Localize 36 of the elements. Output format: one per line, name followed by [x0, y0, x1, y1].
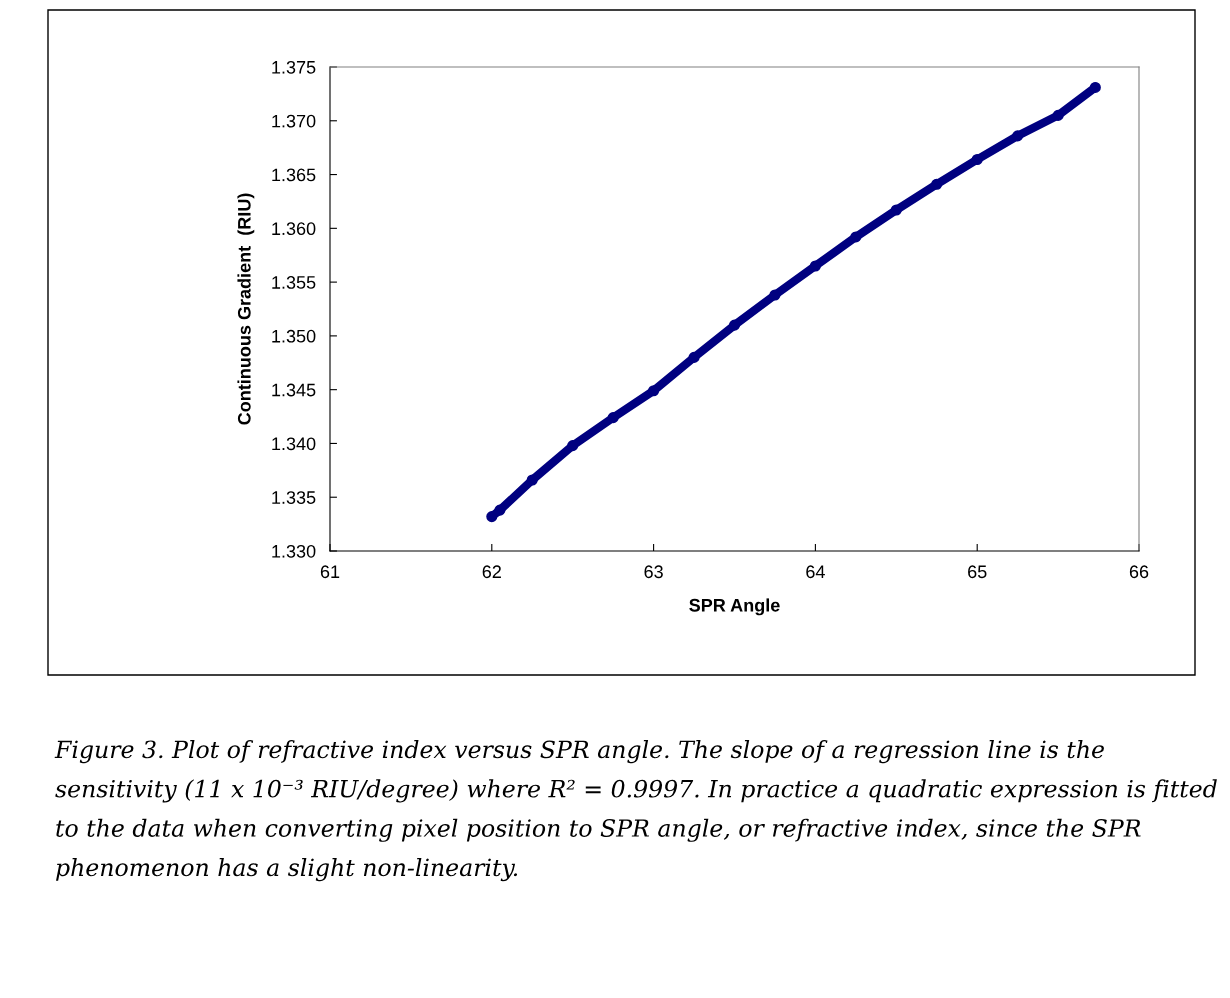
y-tick-label: 1.345 [272, 383, 316, 397]
point [486, 511, 498, 523]
x-tick-label: 63 [644, 565, 663, 579]
point [931, 178, 943, 190]
x-tick-label: 64 [806, 565, 825, 579]
x-axis-title: SPR Angle [689, 598, 780, 616]
x-tick-label: 66 [1129, 565, 1149, 579]
y-tick-label: 1.355 [272, 276, 316, 289]
y-tick-label: 1.350 [272, 329, 316, 343]
point [769, 289, 781, 301]
caption: Figure 3. Plot of refractive index versus SPR angle. The slope of a regression line is the sensitivity (11 x 10⁻³ RIU/degree) where R² = 0.9997. In practice a quadratic expression is fitted to the data when converting pixel position to SPR angle, or refractive index, since the SPR phenomenon has a slight non-linearity. [54, 740, 1217, 882]
point [728, 319, 741, 331]
point [648, 385, 660, 397]
point [494, 504, 506, 516]
x-tick-label: 65 [968, 565, 987, 579]
point [809, 260, 821, 272]
y-tick-label: 1.365 [272, 168, 316, 182]
point [1012, 130, 1024, 142]
x-tick-label: 62 [482, 565, 501, 579]
point [688, 351, 700, 363]
y-tick-label: 1.370 [272, 114, 316, 128]
y-tick-label: 1.360 [272, 222, 316, 236]
point [971, 153, 983, 166]
point [567, 440, 579, 452]
y-tick-label: 1.330 [272, 544, 316, 558]
point [526, 474, 538, 486]
point [850, 231, 862, 243]
point [1089, 81, 1101, 93]
y-tick-label: 1.375 [272, 60, 316, 74]
point [1052, 109, 1064, 121]
y-tick-label: 1.335 [272, 491, 316, 504]
point [890, 204, 902, 216]
y-axis-title: Continuous Gradient (RIU) [237, 193, 255, 425]
point [607, 412, 619, 424]
x-tick-label: 61 [320, 565, 340, 579]
y-tick-label: 1.340 [272, 437, 316, 451]
